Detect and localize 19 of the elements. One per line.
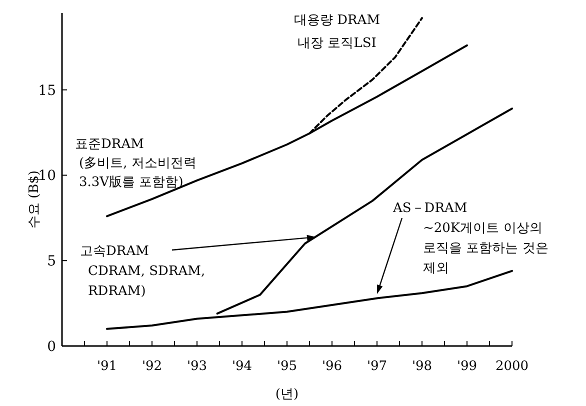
x-tick-label: '96 <box>322 359 342 374</box>
x-tick-label: '93 <box>186 359 208 374</box>
x-tick-label: '99 <box>456 359 478 374</box>
y-tick-label: 10 <box>38 168 56 184</box>
series-label: AS－DRAM ~20K게이트 이상의 로직을 포함하는 것은 제외 <box>392 201 548 276</box>
x-tick-label: 2000 <box>495 359 529 374</box>
series-label: 대용량 DRAM 내장 로직LSI <box>294 13 380 51</box>
x-tick-label: '98 <box>412 359 432 374</box>
x-tick-label: '94 <box>232 359 252 374</box>
x-tick-label: '92 <box>142 359 162 374</box>
x-tick-label: '97 <box>366 359 388 374</box>
series-label: 고속DRAM CDRAM, SDRAM, RDRAM) <box>80 244 206 299</box>
x-tick-label: '91 <box>96 359 118 374</box>
series-label: 표준DRAM (多비트, 저소비전력 3.3V版를 포함함) <box>75 137 196 190</box>
x-tick-label: '95 <box>276 359 298 374</box>
x-axis-title: (년) <box>275 387 299 402</box>
y-tick-label: 0 <box>47 339 56 355</box>
y-tick-label: 5 <box>47 254 56 270</box>
y-tick-label: 15 <box>38 82 56 99</box>
